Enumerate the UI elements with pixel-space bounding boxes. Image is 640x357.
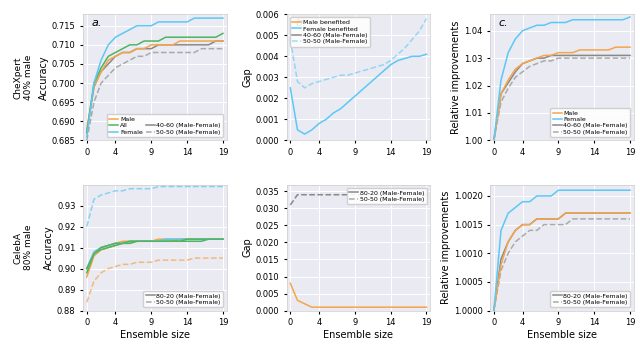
Y-axis label: Relative improvements: Relative improvements [451,21,461,134]
Legend: Male benefited, Female benefited, 40-60 (Male-Female), 50-50 (Male-Female): Male benefited, Female benefited, 40-60 … [290,17,370,47]
Legend: 80-20 (Male-Female), 50-50 (Male-Female): 80-20 (Male-Female), 50-50 (Male-Female) [347,188,427,204]
Legend: Male, Female, 40-60 (Male-Female), 50-50 (Male-Female): Male, Female, 40-60 (Male-Female), 50-50… [550,108,630,137]
Y-axis label: Gap: Gap [243,238,253,257]
Y-axis label: Accuracy: Accuracy [39,55,49,100]
X-axis label: Ensemble size: Ensemble size [120,330,190,340]
Legend: Male, All, Female, , 40-60 (Male-Female), 50-50 (Male-Female): Male, All, Female, , 40-60 (Male-Female)… [107,114,223,137]
Text: CheXpert
40% male: CheXpert 40% male [13,55,33,100]
Text: c.: c. [499,18,509,28]
Y-axis label: Relative improvements: Relative improvements [441,191,451,304]
X-axis label: Ensemble size: Ensemble size [527,330,597,340]
Text: CelebA
80% male: CelebA 80% male [13,225,33,270]
Text: a.: a. [92,18,102,28]
Legend: 80-20 (Male-Female), 50-50 (Male-Female): 80-20 (Male-Female), 50-50 (Male-Female) [550,291,630,307]
X-axis label: Ensemble size: Ensemble size [323,330,394,340]
Y-axis label: Accuracy: Accuracy [44,225,54,270]
Text: b.: b. [295,18,306,28]
Legend: 80-20 (Male-Female), 50-50 (Male-Female): 80-20 (Male-Female), 50-50 (Male-Female) [143,291,223,307]
Y-axis label: Gap: Gap [243,67,253,87]
